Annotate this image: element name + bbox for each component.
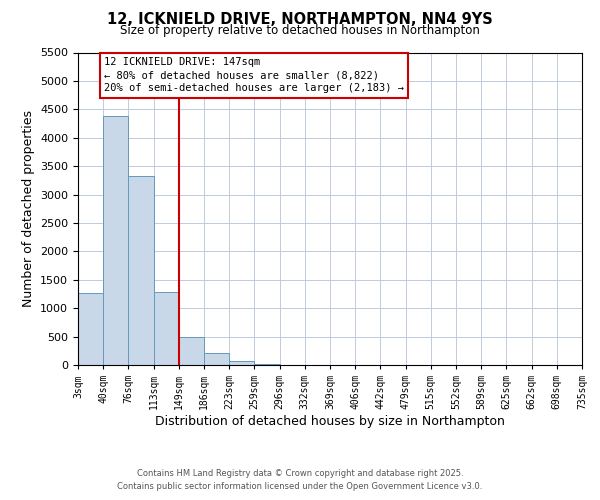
Bar xyxy=(128,176,154,365)
Bar xyxy=(254,364,280,365)
Bar xyxy=(204,352,229,365)
Bar xyxy=(229,361,254,365)
Text: Contains HM Land Registry data © Crown copyright and database right 2025.
Contai: Contains HM Land Registry data © Crown c… xyxy=(118,470,482,491)
Bar xyxy=(154,292,179,365)
Bar xyxy=(103,116,128,365)
Bar xyxy=(78,293,103,365)
Y-axis label: Number of detached properties: Number of detached properties xyxy=(22,110,35,307)
Text: 12 ICKNIELD DRIVE: 147sqm
← 80% of detached houses are smaller (8,822)
20% of se: 12 ICKNIELD DRIVE: 147sqm ← 80% of detac… xyxy=(104,57,404,94)
Text: Size of property relative to detached houses in Northampton: Size of property relative to detached ho… xyxy=(120,24,480,37)
Bar xyxy=(179,336,204,365)
X-axis label: Distribution of detached houses by size in Northampton: Distribution of detached houses by size … xyxy=(155,415,505,428)
Text: 12, ICKNIELD DRIVE, NORTHAMPTON, NN4 9YS: 12, ICKNIELD DRIVE, NORTHAMPTON, NN4 9YS xyxy=(107,12,493,28)
